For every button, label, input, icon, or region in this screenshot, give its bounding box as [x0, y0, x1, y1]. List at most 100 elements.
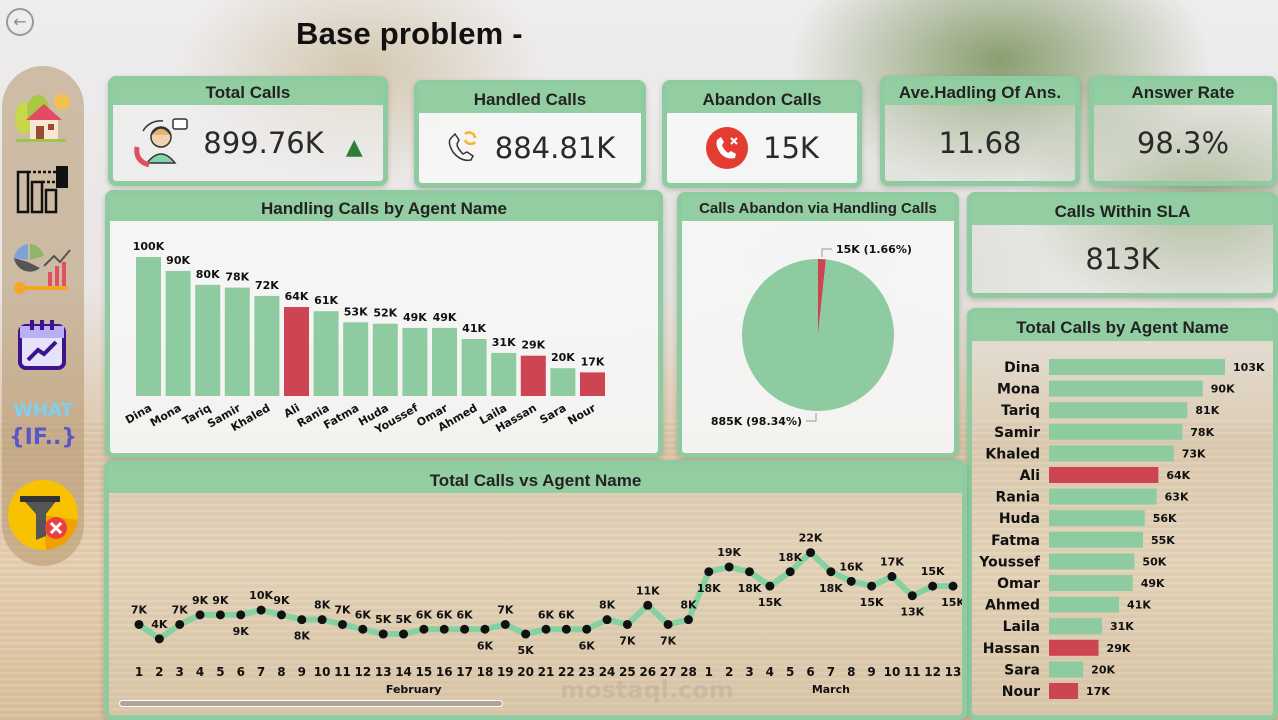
phone-refresh-icon: [445, 130, 481, 166]
line-chart-card: Total Calls vs Agent Name 7K 1 4K 2 7K 3 9K 4 9K…: [104, 460, 967, 720]
line-point-label: 17K: [880, 556, 904, 569]
hbar-ali: [1049, 467, 1159, 483]
sidebar-item-agents[interactable]: [10, 160, 76, 222]
hbar-value-label: 31K: [1110, 620, 1134, 633]
x-tick-label: Sara: [537, 401, 568, 426]
hbar-category-label: Samir: [994, 425, 1040, 441]
x-tick-label: 6: [237, 665, 245, 679]
handling-calls-chart-title: Handling Calls by Agent Name: [110, 195, 658, 221]
total-calls-title: Total Calls: [113, 81, 383, 105]
line-point-label: 4K: [151, 618, 168, 631]
back-button[interactable]: ←: [6, 8, 34, 36]
line-point-label: 6K: [436, 608, 453, 621]
line-point: [826, 567, 836, 577]
x-tick-label: 8: [847, 665, 855, 679]
line-point: [460, 624, 470, 634]
sidebar-item-home[interactable]: [10, 88, 76, 150]
x-month-label: February: [386, 683, 442, 696]
hbar-value-label: 50K: [1142, 555, 1166, 568]
sidebar-item-what-if[interactable]: WHAT {IF..}: [9, 394, 77, 456]
total-calls-line-chart: 7K14K27K39K49K59K610K79K88K98K107K116K12…: [131, 532, 962, 696]
x-tick-label: 25: [619, 665, 636, 679]
line-point: [154, 634, 164, 644]
x-tick-label: 17: [456, 665, 473, 679]
sidebar-item-analytics[interactable]: [10, 238, 76, 300]
x-tick-label: 22: [558, 665, 575, 679]
line-point: [928, 581, 938, 591]
line-point: [317, 615, 327, 625]
line-point: [745, 567, 754, 577]
line-point-label: 6K: [355, 608, 372, 621]
x-tick-label: 14: [395, 665, 412, 679]
line-point: [806, 548, 816, 558]
hbar-laila: [1049, 618, 1102, 635]
hbar-category-label: Tariq: [1001, 403, 1040, 419]
line-point-label: 9K: [273, 594, 290, 607]
x-tick-label: 2: [725, 665, 733, 679]
hbar-category-label: Rania: [996, 490, 1040, 506]
answer-rate-card: Answer Rate 98.3%: [1089, 76, 1277, 186]
hbar-category-label: Nour: [1002, 684, 1040, 700]
total-calls-hbar-card: Total Calls by Agent Name Dina 103K Mona 90…: [967, 308, 1278, 720]
bar-value-label: 100K: [133, 240, 165, 253]
x-tick-label: 12: [924, 665, 941, 679]
line-point: [276, 610, 286, 620]
hbar-value-label: 78K: [1190, 426, 1214, 439]
x-tick-label: 13: [945, 665, 962, 679]
sidebar-item-clear-filters[interactable]: [6, 478, 80, 552]
x-tick-label: 11: [904, 665, 921, 679]
clear-filter-icon: [8, 480, 78, 550]
handled-calls-value: 884.81K: [494, 131, 616, 165]
line-point-label: 19K: [717, 546, 741, 559]
line-point-label: 15K: [758, 596, 782, 609]
line-point: [907, 591, 917, 601]
x-tick-label: 8: [277, 665, 285, 679]
x-tick-label: 15: [416, 665, 433, 679]
hbar-category-label: Hassan: [983, 641, 1040, 657]
x-tick-label: 26: [639, 665, 656, 679]
bar-value-label: 20K: [551, 351, 575, 364]
x-tick-label: 27: [660, 665, 677, 679]
line-point: [541, 624, 551, 634]
line-point: [399, 629, 409, 639]
bar-ahmed: [461, 339, 487, 396]
hbar-youssef: [1049, 553, 1135, 570]
bar-laila: [491, 352, 517, 396]
bar-value-label: 49K: [403, 311, 427, 324]
bar-ali: [284, 307, 309, 396]
hbar-tariq: [1049, 402, 1188, 419]
x-tick-label: 23: [578, 665, 595, 679]
x-tick-label: Mona: [148, 401, 184, 429]
sidebar-item-calendar-trend[interactable]: [10, 316, 76, 378]
page-title: Base problem -: [296, 16, 523, 51]
bar-value-label: 29K: [521, 339, 545, 352]
line-point: [419, 624, 429, 634]
line-point: [867, 581, 877, 591]
x-tick-label: 9: [298, 665, 306, 679]
hbar-value-label: 81K: [1195, 404, 1219, 417]
line-point-label: 22K: [799, 532, 823, 545]
line-point-label: 8K: [314, 599, 331, 612]
calls-within-sla-title: Calls Within SLA: [972, 197, 1273, 225]
x-tick-label: 20: [517, 665, 534, 679]
bar-value-label: 41K: [462, 322, 486, 335]
bar-huda: [372, 323, 398, 396]
bar-value-label: 49K: [433, 311, 457, 324]
hbar-nour: [1049, 683, 1079, 699]
hbar-fatma: [1049, 531, 1143, 548]
abandon-calls-card: Abandon Calls 15K: [662, 80, 862, 188]
line-point: [358, 624, 368, 634]
x-tick-label: 6: [806, 665, 814, 679]
hbar-value-label: 49K: [1141, 577, 1165, 590]
line-point-label: 13K: [900, 606, 924, 619]
hbar-value-label: 56K: [1153, 512, 1177, 525]
line-point-label: 9K: [192, 594, 209, 607]
sidebar-nav: WHAT {IF..}: [2, 66, 84, 566]
line-point: [683, 615, 693, 625]
line-chart-scrollbar[interactable]: [119, 700, 503, 707]
x-tick-label: 4: [196, 665, 204, 679]
line-point: [256, 605, 266, 615]
agent-headset-icon: [133, 117, 189, 169]
line-point-label: 7K: [660, 634, 677, 647]
x-tick-label: 24: [599, 665, 616, 679]
